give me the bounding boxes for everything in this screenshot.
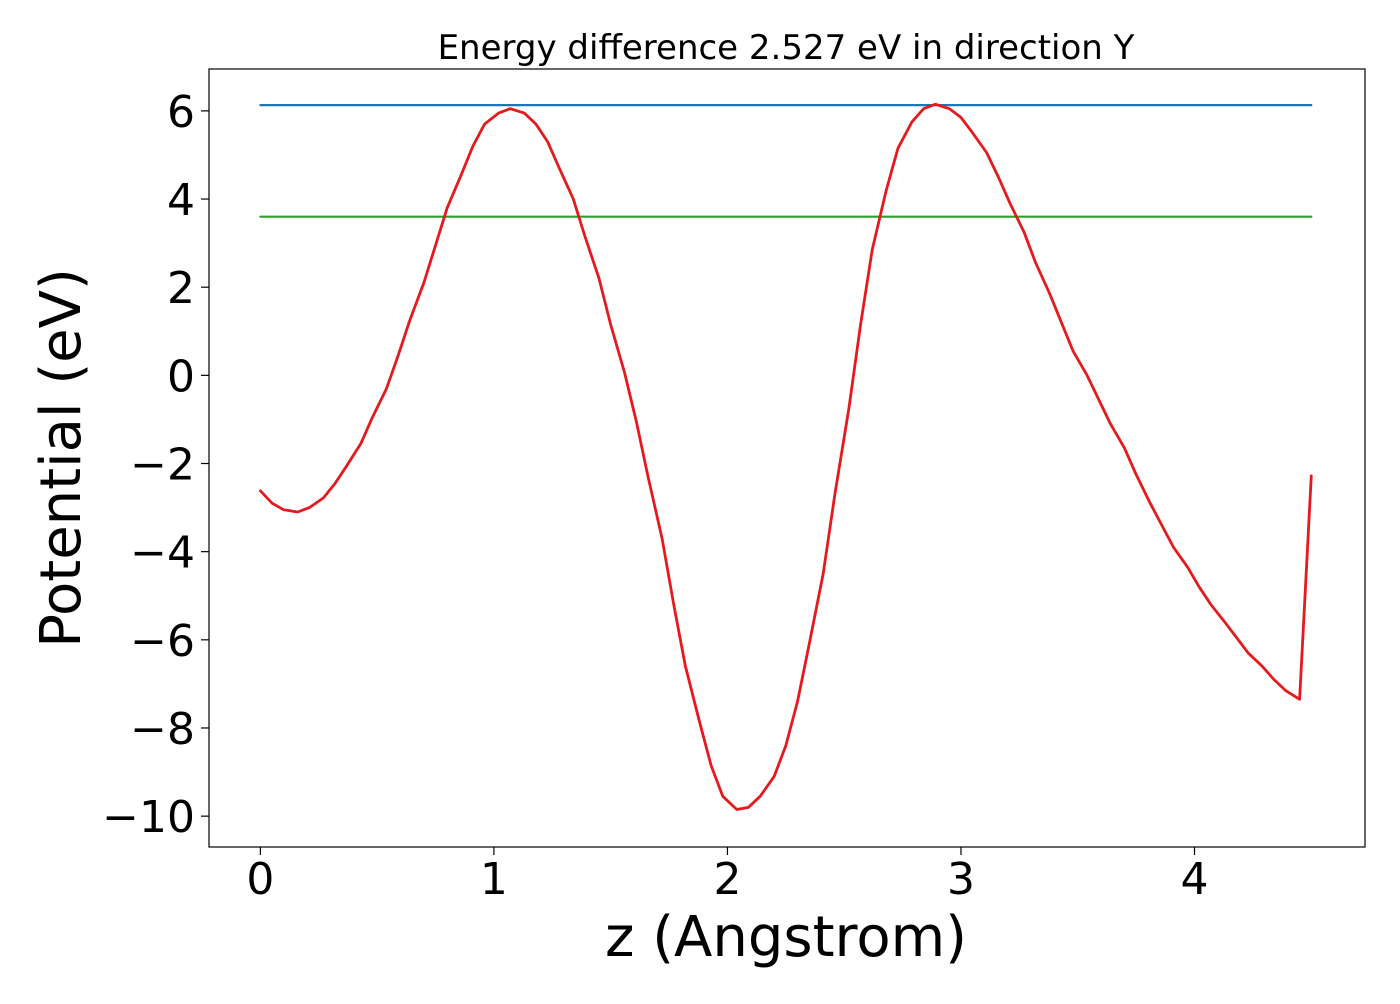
y-tick-label: −8 xyxy=(130,704,195,755)
y-tick-label: −2 xyxy=(130,440,195,491)
y-tick-label: 2 xyxy=(167,263,195,314)
x-tick-label: 2 xyxy=(713,854,741,905)
y-axis: 6 4 2 0 −2 −4 −6 −8 −10 xyxy=(102,87,209,843)
x-axis: 0 1 2 3 4 xyxy=(246,847,1209,905)
y-tick-label: 0 xyxy=(167,351,195,402)
plot-area-frame xyxy=(208,68,1366,848)
y-tick-label: 6 xyxy=(167,87,195,138)
x-tick-label: 4 xyxy=(1181,854,1209,905)
series-layer xyxy=(258,102,1313,811)
y-axis-label: Potential (eV) xyxy=(29,268,94,648)
y-tick-label: −6 xyxy=(130,616,195,667)
x-axis-label: z (Angstrom) xyxy=(605,905,967,970)
y-tick-label: −4 xyxy=(130,528,195,579)
series-line-3 xyxy=(258,102,1313,811)
x-tick-label: 3 xyxy=(947,854,975,905)
chart-title: Energy difference 2.527 eV in direction … xyxy=(438,28,1135,68)
x-tick-label: 0 xyxy=(246,854,274,905)
y-tick-label: −10 xyxy=(102,792,195,843)
x-tick-label: 1 xyxy=(480,854,508,905)
y-tick-label: 4 xyxy=(167,175,195,226)
